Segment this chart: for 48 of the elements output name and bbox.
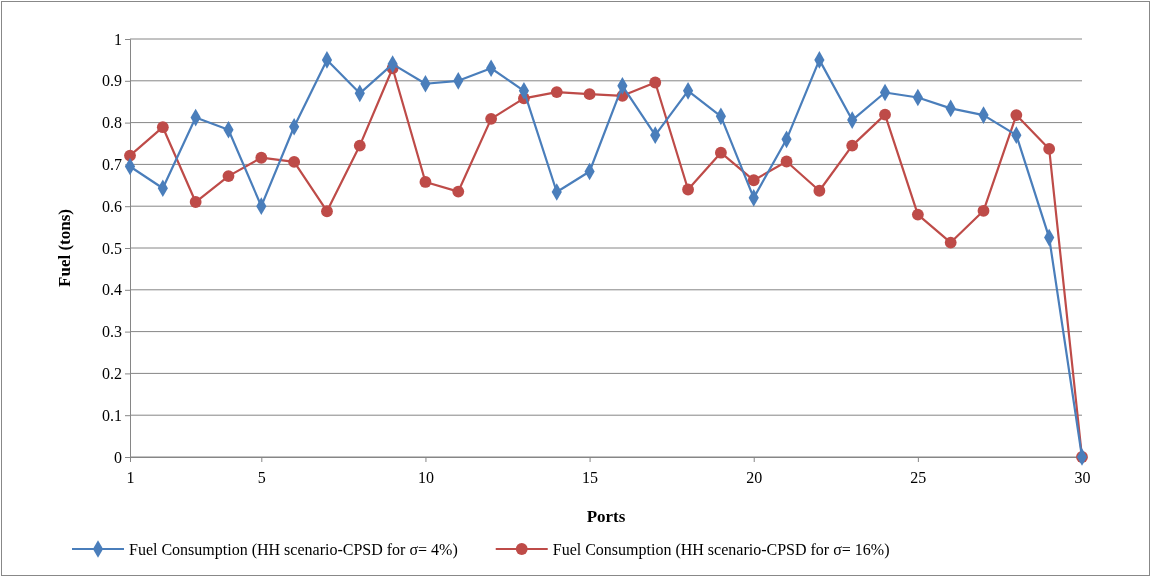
point: [156, 121, 169, 134]
y-tick-label: 0.3: [102, 323, 122, 341]
point: [747, 174, 760, 187]
x-tick-label: 30: [1074, 468, 1091, 486]
y-tick-label: 0: [114, 448, 122, 466]
point: [353, 139, 366, 152]
point: [452, 185, 465, 198]
point: [813, 184, 826, 197]
y-tick-label: 1: [114, 30, 122, 48]
point: [419, 176, 432, 188]
point: [485, 112, 498, 125]
point: [1043, 143, 1056, 155]
x-tick-label: 15: [582, 468, 599, 486]
point: [879, 108, 891, 121]
point: [583, 88, 596, 101]
point: [288, 155, 301, 168]
point: [1010, 109, 1023, 121]
point: [124, 149, 136, 162]
x-tick-label: 10: [417, 468, 434, 486]
point: [255, 151, 268, 164]
x-tick-label: 20: [746, 468, 763, 486]
point: [944, 236, 957, 249]
x-tick-label: 5: [257, 468, 266, 486]
point: [222, 170, 235, 183]
point: [977, 204, 990, 217]
point: [780, 155, 793, 168]
point: [911, 208, 924, 221]
y-tick-label: 0.4: [102, 281, 122, 299]
point: [682, 183, 694, 196]
y-axis-title: Fuel (tons): [55, 209, 74, 287]
x-tick-label: 25: [910, 468, 927, 486]
y-tick-label: 0.9: [102, 72, 122, 90]
point: [189, 196, 202, 208]
point: [321, 205, 333, 218]
y-tick-label: 0.5: [102, 239, 122, 257]
x-axis-title: Ports: [586, 507, 626, 526]
x-tick-label: 1: [126, 468, 135, 486]
y-tick-label: 0.1: [102, 406, 122, 424]
point: [550, 86, 563, 98]
y-tick-label: 0.7: [102, 156, 122, 174]
y-tick-label: 0.8: [102, 114, 122, 132]
point: [846, 139, 859, 152]
legend-label: Fuel Consumption (HH scenario-CPSD for σ= 4%): [129, 541, 458, 559]
y-tick-label: 0.2: [102, 365, 122, 383]
y-tick-label: 0.6: [102, 197, 122, 215]
point: [714, 146, 727, 159]
point: [649, 76, 662, 89]
legend-label: Fuel Consumption (HH scenario-CPSD for σ= 16%): [552, 541, 890, 559]
